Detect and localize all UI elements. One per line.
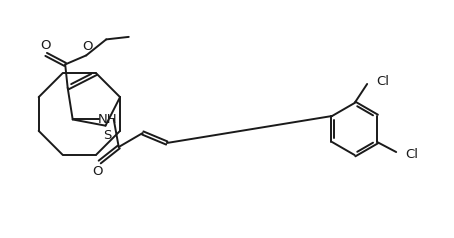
Text: O: O	[93, 164, 103, 178]
Text: Cl: Cl	[376, 75, 389, 89]
Text: O: O	[83, 40, 93, 53]
Text: O: O	[40, 39, 50, 52]
Text: NH: NH	[98, 113, 118, 126]
Text: S: S	[104, 129, 112, 142]
Text: Cl: Cl	[405, 148, 418, 161]
